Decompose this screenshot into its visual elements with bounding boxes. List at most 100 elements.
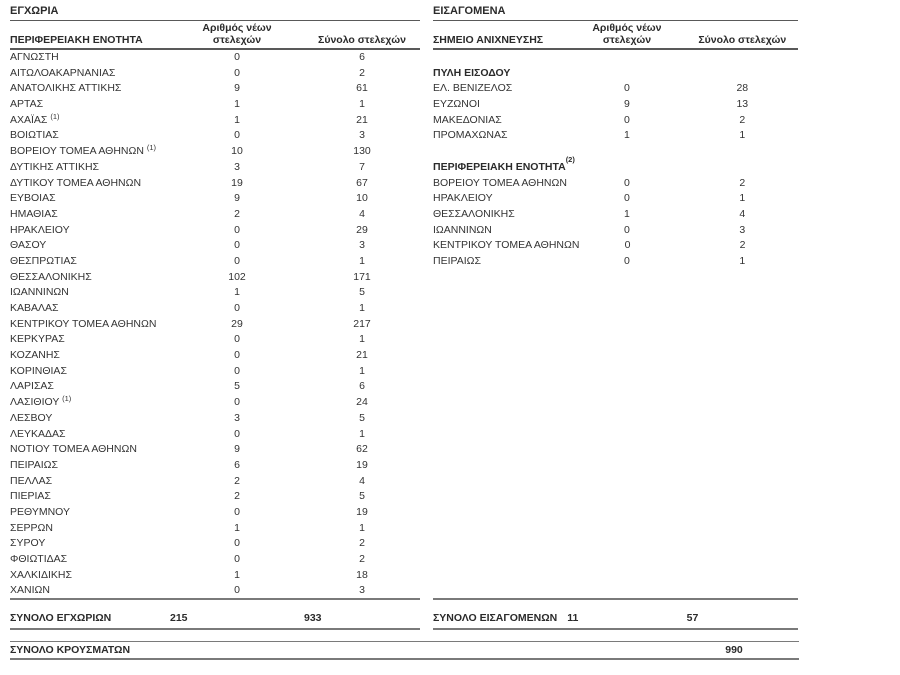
row-total-count: 1 <box>359 521 365 534</box>
row-label: ΑΡΤΑΣ <box>10 98 44 111</box>
row-label: ΣΕΡΡΩΝ <box>10 521 53 534</box>
row-total-count: 4 <box>359 474 365 487</box>
row-new-count: 0 <box>624 82 630 95</box>
table-row: ΠΙΕΡΙΑΣ 2 5 <box>10 489 420 505</box>
row-new-count: 0 <box>624 192 630 205</box>
domestic-col1-header: ΠΕΡΙΦΕΡΕΙΑΚΗ ΕΝΟΤΗΤΑ <box>10 34 143 46</box>
table-row: ΙΩΑΝΝΙΝΩΝ 1 5 <box>10 285 420 301</box>
table-row: ΒΟΡΕΙΟΥ ΤΟΜΕΑ ΑΘΗΝΩΝ (1) 10 130 <box>10 144 420 160</box>
row-total-count: 19 <box>356 458 368 471</box>
row-new-count: 9 <box>234 443 240 456</box>
row-label: ΑΓΝΩΣΤΗ <box>10 51 59 63</box>
table-row: ΚΟΖΑΝΗΣ 0 21 <box>10 348 420 364</box>
row-total-count: 5 <box>359 490 365 503</box>
domestic-footer: ΣΥΝΟΛΟ ΕΓΧΩΡΙΩΝ 215 933 <box>10 598 420 630</box>
row-label: ΠΕΙΡΑΙΩΣ <box>433 254 481 267</box>
row-total-count: 29 <box>356 223 368 236</box>
row-new-count: 0 <box>234 427 240 440</box>
row-new-count: 0 <box>234 239 240 252</box>
row-total-count: 62 <box>356 443 368 456</box>
table-row: ΜΑΚΕΔΟΝΙΑΣ 0 2 <box>433 113 798 129</box>
row-label: ΗΡΑΚΛΕΙΟΥ <box>10 223 70 236</box>
row-total-count: 5 <box>359 411 365 424</box>
row-total-count: 2 <box>359 553 365 565</box>
table-row: ΣΕΡΡΩΝ 1 1 <box>10 521 420 537</box>
row-new-count: 0 <box>234 254 240 267</box>
row-new-count: 0 <box>234 223 240 236</box>
row-label: ΚΟΡΙΝΘΙΑΣ <box>10 364 67 377</box>
imported-col3-header: Σύνολο στελεχών <box>698 34 787 46</box>
table-row: ΗΡΑΚΛΕΙΟΥ 0 29 <box>10 223 420 239</box>
table-row: ΚΟΡΙΝΘΙΑΣ 0 1 <box>10 364 420 380</box>
row-new-count: 0 <box>234 333 240 346</box>
table-row: ΚΑΒΑΛΑΣ 0 1 <box>10 301 420 317</box>
imported-col2-header: Αριθμός νέων στελεχών <box>592 22 662 46</box>
row-total-count: 2 <box>739 239 746 252</box>
row-label: ΚΑΒΑΛΑΣ <box>10 302 59 314</box>
table-row: ΛΕΣΒΟΥ 3 5 <box>10 411 420 427</box>
row-label: ΒΟΙΩΤΙΑΣ <box>10 129 59 142</box>
row-new-count: 9 <box>234 192 240 205</box>
row-total-count: 3 <box>359 239 365 252</box>
domestic-total-row: ΣΥΝΟΛΟ ΕΓΧΩΡΙΩΝ 215 933 <box>10 600 420 630</box>
row-total-count: 18 <box>356 568 368 581</box>
row-new-count: 0 <box>234 129 240 142</box>
row-total-count: 3 <box>359 129 365 142</box>
row-label: ΦΘΙΩΤΙΔΑΣ <box>10 553 68 565</box>
row-new-count: 0 <box>234 66 240 79</box>
row-new-count: 2 <box>234 207 240 220</box>
row-new-count: 10 <box>231 145 243 158</box>
table-row: ΗΡΑΚΛΕΙΟΥ 0 1 <box>433 191 798 207</box>
imported-total-new: 11 <box>567 612 579 624</box>
row-label: ΧΑΝΙΩΝ <box>10 584 50 597</box>
row-total-count: 6 <box>359 51 365 63</box>
table-row: ΘΕΣΣΑΛΟΝΙΚΗΣ 102 171 <box>10 270 420 286</box>
row-new-count: 0 <box>624 254 630 267</box>
row-total-count: 7 <box>359 160 365 173</box>
table-row: ΕΥΒΟΙΑΣ 9 10 <box>10 191 420 207</box>
row-label: ΔΥΤΙΚΗΣ ΑΤΤΙΚΗΣ <box>10 160 100 173</box>
grand-total-value: 990 <box>725 644 743 656</box>
domestic-table: ΕΓΧΩΡΙΑ ΠΕΡΙΦΕΡΕΙΑΚΗ ΕΝΟΤΗΤΑ Αριθμός νέω… <box>10 5 420 665</box>
row-total-count: 5 <box>359 286 365 299</box>
table-row: ΕΥΖΩΝΟΙ 9 13 <box>433 97 798 113</box>
row-total-count: 1 <box>739 129 746 142</box>
row-label: ΛΑΣΙΘΙΟΥ (1) <box>10 394 72 409</box>
row-label: ΚΟΖΑΝΗΣ <box>10 349 60 362</box>
spacer-row <box>433 144 798 160</box>
row-total-count: 1 <box>359 427 365 440</box>
table-row: ΔΥΤΙΚΟΥ ΤΟΜΕΑ ΑΘΗΝΩΝ 19 67 <box>10 176 420 192</box>
row-total-count: 24 <box>356 396 368 409</box>
row-label: ΒΟΡΕΙΟΥ ΤΟΜΕΑ ΑΘΗΝΩΝ (1) <box>10 143 157 158</box>
domestic-total-label: ΣΥΝΟΛΟ ΕΓΧΩΡΙΩΝ <box>10 612 112 624</box>
row-label: ΘΑΣΟΥ <box>10 239 47 252</box>
row-new-count: 6 <box>234 458 240 471</box>
row-label: ΛΕΥΚΑΔΑΣ <box>10 427 66 440</box>
row-new-count: 1 <box>234 286 240 299</box>
row-total-count: 21 <box>356 349 368 362</box>
section-header: ΠΥΛΗ ΕΙΣΟΔΟΥ <box>433 66 511 79</box>
table-row: ΑΧΑΪΑΣ (1) 1 21 <box>10 113 420 129</box>
row-new-count: 0 <box>234 584 240 597</box>
table-row: ΒΟΙΩΤΙΑΣ 0 3 <box>10 128 420 144</box>
row-label: ΗΜΑΘΙΑΣ <box>10 207 58 220</box>
row-label: ΝΟΤΙΟΥ ΤΟΜΕΑ ΑΘΗΝΩΝ <box>10 443 137 456</box>
row-total-count: 2 <box>739 176 746 189</box>
table-row: ΘΕΣΣΑΛΟΝΙΚΗΣ 1 4 <box>433 207 798 223</box>
row-new-count: 9 <box>234 82 240 95</box>
row-label: ΠΕΙΡΑΙΩΣ <box>10 458 58 471</box>
row-label: ΘΕΣΣΑΛΟΝΙΚΗΣ <box>10 270 92 283</box>
row-total-count: 2 <box>359 537 365 550</box>
row-new-count: 0 <box>234 505 240 518</box>
row-label: ΕΥΒΟΙΑΣ <box>10 192 56 205</box>
row-total-count: 1 <box>739 254 746 267</box>
domestic-total-new: 215 <box>170 612 188 624</box>
row-new-count: 29 <box>231 317 243 330</box>
row-total-count: 1 <box>359 333 365 346</box>
row-label: ΑΙΤΩΛΟΑΚΑΡΝΑΝΙΑΣ <box>10 66 116 79</box>
row-label: ΠΕΛΛΑΣ <box>10 474 53 487</box>
table-row: ΠΕΙΡΑΙΩΣ 6 19 <box>10 458 420 474</box>
table-row: ΚΕΡΚΥΡΑΣ 0 1 <box>10 332 420 348</box>
row-label: ΒΟΡΕΙΟΥ ΤΟΜΕΑ ΑΘΗΝΩΝ <box>433 176 567 189</box>
domestic-total-sum: 933 <box>304 612 322 624</box>
